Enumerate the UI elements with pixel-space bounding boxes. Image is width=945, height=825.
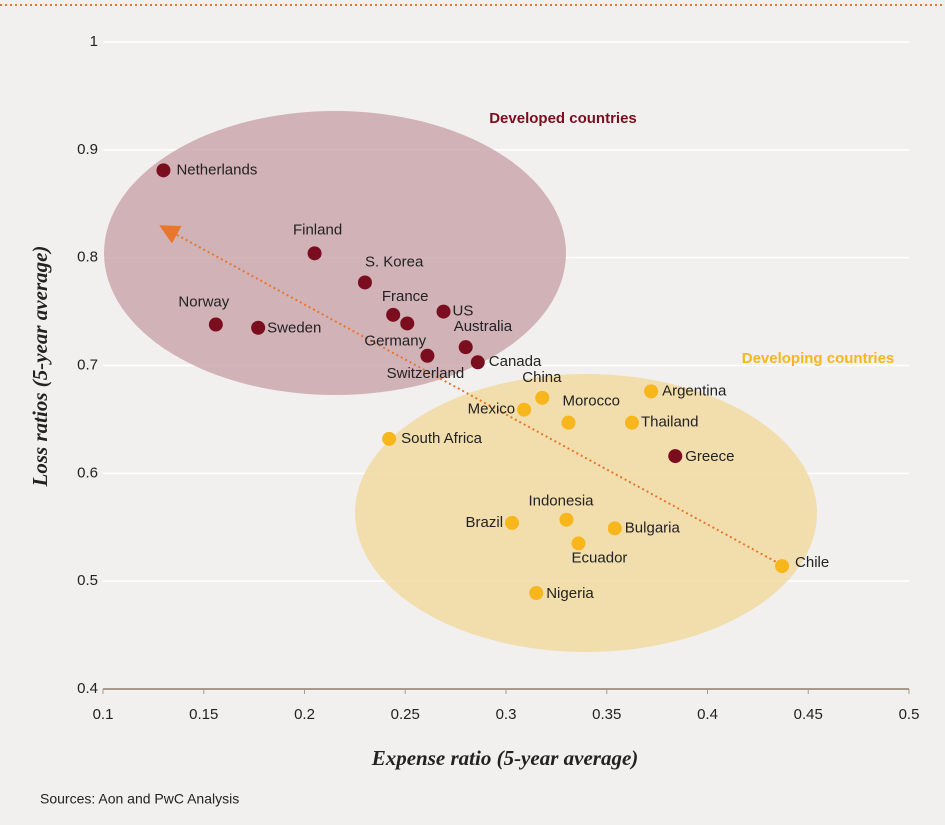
data-point — [436, 304, 451, 319]
data-point — [458, 340, 473, 355]
data-point — [561, 415, 576, 430]
data-point — [624, 415, 639, 430]
data-point — [559, 512, 574, 527]
point-label: Morocco — [562, 393, 620, 410]
x-axis-title: Expense ratio (5-year average) — [371, 746, 639, 770]
data-point — [535, 390, 550, 405]
point-label: Bulgaria — [625, 519, 681, 536]
point-label: China — [522, 369, 562, 386]
point-label: Norway — [178, 293, 229, 310]
y-tick-label: 0.7 — [77, 356, 98, 373]
data-point — [382, 431, 397, 446]
data-point — [156, 163, 171, 178]
y-tick-label: 0.6 — [77, 464, 98, 481]
point-label: Thailand — [641, 414, 699, 431]
point-label: Germany — [364, 332, 426, 349]
point-label: Greece — [685, 448, 734, 465]
trend-arrow — [159, 225, 781, 565]
data-point — [571, 536, 586, 551]
data-point — [420, 348, 435, 363]
y-axis-title: Loss ratios (5-year average) — [28, 246, 52, 488]
point-label: South Africa — [401, 430, 483, 447]
data-point — [644, 384, 659, 399]
x-tick-label: 0.25 — [391, 706, 420, 723]
point-label: Brazil — [466, 514, 504, 531]
point-label: Nigeria — [546, 585, 594, 602]
point-label: Argentina — [662, 382, 727, 399]
point-label: Chile — [795, 554, 829, 571]
point-label: Ecuador — [572, 549, 628, 566]
point-label: Indonesia — [528, 493, 594, 510]
point-label: Australia — [454, 318, 513, 335]
point-label: Switzerland — [387, 365, 465, 382]
x-tick-label: 0.45 — [794, 706, 823, 723]
data-point — [505, 515, 520, 530]
data-point — [357, 275, 372, 290]
x-tick-label: 0.5 — [899, 706, 920, 723]
y-tick-label: 0.9 — [77, 141, 98, 158]
data-point — [251, 320, 266, 335]
source-note: Sources: Aon and PwC Analysis — [40, 791, 239, 807]
point-label: France — [382, 288, 429, 305]
data-point — [470, 355, 485, 370]
x-tick-label: 0.3 — [496, 706, 517, 723]
group-title: Developing countries — [742, 350, 895, 367]
point-label: S. Korea — [365, 253, 424, 270]
y-tick-label: 0.4 — [77, 680, 98, 697]
data-point — [517, 402, 532, 417]
x-tick-label: 0.1 — [93, 706, 114, 723]
x-tick-label: 0.4 — [697, 706, 718, 723]
point-label: Mexico — [468, 401, 516, 418]
data-point — [529, 586, 544, 601]
y-tick-label: 0.8 — [77, 249, 98, 266]
x-tick-label: 0.2 — [294, 706, 315, 723]
data-point — [386, 307, 401, 322]
data-point — [775, 559, 790, 574]
point-label: US — [453, 303, 474, 320]
point-label: Sweden — [267, 320, 321, 337]
data-point — [208, 317, 223, 332]
data-point — [668, 449, 683, 464]
x-tick-label: 0.35 — [592, 706, 621, 723]
data-point — [400, 316, 415, 331]
point-label: Canada — [489, 353, 542, 370]
y-tick-label: 0.5 — [77, 572, 98, 589]
data-point — [607, 521, 622, 536]
group-title: Developed countries — [489, 110, 637, 127]
developing-region — [355, 374, 817, 652]
y-tick-label: 1 — [90, 33, 98, 50]
point-label: Finland — [293, 221, 342, 238]
point-label: Netherlands — [176, 161, 257, 178]
x-tick-label: 0.15 — [189, 706, 218, 723]
data-point — [307, 246, 322, 261]
